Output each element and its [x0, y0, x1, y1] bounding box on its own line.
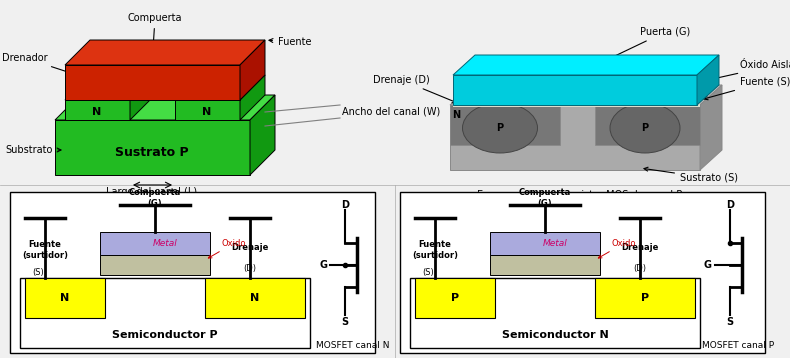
- Ellipse shape: [610, 103, 680, 153]
- Text: Drenaje: Drenaje: [231, 243, 269, 252]
- Text: P: P: [496, 123, 503, 133]
- Polygon shape: [175, 75, 265, 100]
- Text: Sustrato (S): Sustrato (S): [644, 167, 738, 183]
- Polygon shape: [65, 100, 130, 120]
- Text: S: S: [341, 317, 348, 327]
- Polygon shape: [20, 278, 310, 348]
- Polygon shape: [65, 75, 155, 100]
- Text: Fuente (S): Fuente (S): [704, 77, 790, 100]
- Text: Óxido Aislante: Óxido Aislante: [712, 60, 790, 80]
- Text: Fuente
(surtidor): Fuente (surtidor): [22, 240, 68, 260]
- Text: Semiconductor N: Semiconductor N: [502, 330, 608, 340]
- Polygon shape: [250, 95, 275, 175]
- Polygon shape: [65, 40, 265, 65]
- Polygon shape: [453, 75, 697, 105]
- Polygon shape: [10, 192, 375, 353]
- Polygon shape: [130, 75, 155, 120]
- Polygon shape: [595, 278, 695, 318]
- Text: Compuerta
(G): Compuerta (G): [519, 188, 571, 208]
- Text: Puerta (G): Puerta (G): [578, 27, 690, 73]
- Text: N: N: [250, 293, 260, 303]
- Polygon shape: [453, 55, 719, 75]
- Polygon shape: [595, 105, 700, 145]
- Text: D: D: [726, 200, 734, 210]
- Text: N: N: [202, 107, 212, 117]
- Text: Metal: Metal: [543, 238, 567, 247]
- Polygon shape: [700, 85, 722, 170]
- Polygon shape: [65, 65, 240, 100]
- Polygon shape: [410, 278, 700, 348]
- Ellipse shape: [462, 103, 537, 153]
- Text: Oxido: Oxido: [598, 238, 637, 258]
- Polygon shape: [100, 255, 210, 275]
- Text: Largo del canal (L): Largo del canal (L): [107, 187, 198, 197]
- Text: Fuente
(surtidor): Fuente (surtidor): [412, 240, 458, 260]
- Text: P: P: [451, 293, 459, 303]
- Text: (D): (D): [243, 263, 257, 272]
- Text: Drenaje: Drenaje: [621, 243, 659, 252]
- Text: Drenador: Drenador: [2, 53, 73, 74]
- Text: Oxido: Oxido: [209, 238, 246, 258]
- Text: Substrato: Substrato: [5, 145, 61, 155]
- Text: Semiconductor P: Semiconductor P: [112, 330, 218, 340]
- Polygon shape: [450, 105, 700, 170]
- Polygon shape: [415, 278, 495, 318]
- Text: MOSFET canal N: MOSFET canal N: [316, 340, 389, 349]
- Text: D: D: [341, 200, 349, 210]
- Text: MOSFET canal P: MOSFET canal P: [702, 340, 774, 349]
- Polygon shape: [25, 278, 105, 318]
- Text: S: S: [727, 317, 734, 327]
- Polygon shape: [175, 100, 240, 120]
- Text: G: G: [704, 260, 712, 270]
- Text: (S): (S): [422, 267, 434, 276]
- Polygon shape: [453, 100, 700, 107]
- Polygon shape: [490, 255, 600, 275]
- Text: N: N: [452, 110, 460, 120]
- Text: (D): (D): [634, 263, 646, 272]
- Text: Drenaje (D): Drenaje (D): [373, 75, 457, 103]
- Text: N: N: [92, 107, 102, 117]
- Text: N: N: [60, 293, 70, 303]
- Text: Compuerta: Compuerta: [128, 13, 182, 61]
- Polygon shape: [240, 40, 265, 100]
- Polygon shape: [240, 75, 265, 120]
- Text: Compuerta
(G): Compuerta (G): [129, 188, 181, 208]
- Text: Ancho del canal (W): Ancho del canal (W): [342, 107, 440, 117]
- Polygon shape: [450, 85, 722, 105]
- Polygon shape: [55, 120, 250, 175]
- Text: P: P: [641, 123, 649, 133]
- Polygon shape: [490, 232, 600, 255]
- Text: Fuente: Fuente: [269, 37, 311, 47]
- Polygon shape: [400, 192, 765, 353]
- Polygon shape: [55, 95, 275, 120]
- Polygon shape: [205, 278, 305, 318]
- Polygon shape: [100, 232, 210, 255]
- Text: G: G: [319, 260, 327, 270]
- Text: Esquema de un transistor MOS de canal P: Esquema de un transistor MOS de canal P: [477, 190, 683, 200]
- Polygon shape: [697, 55, 719, 105]
- Text: Metal: Metal: [152, 238, 178, 247]
- Polygon shape: [450, 105, 560, 145]
- Text: (S): (S): [32, 267, 44, 276]
- Text: Sustrato P: Sustrato P: [115, 145, 189, 159]
- Text: P: P: [641, 293, 649, 303]
